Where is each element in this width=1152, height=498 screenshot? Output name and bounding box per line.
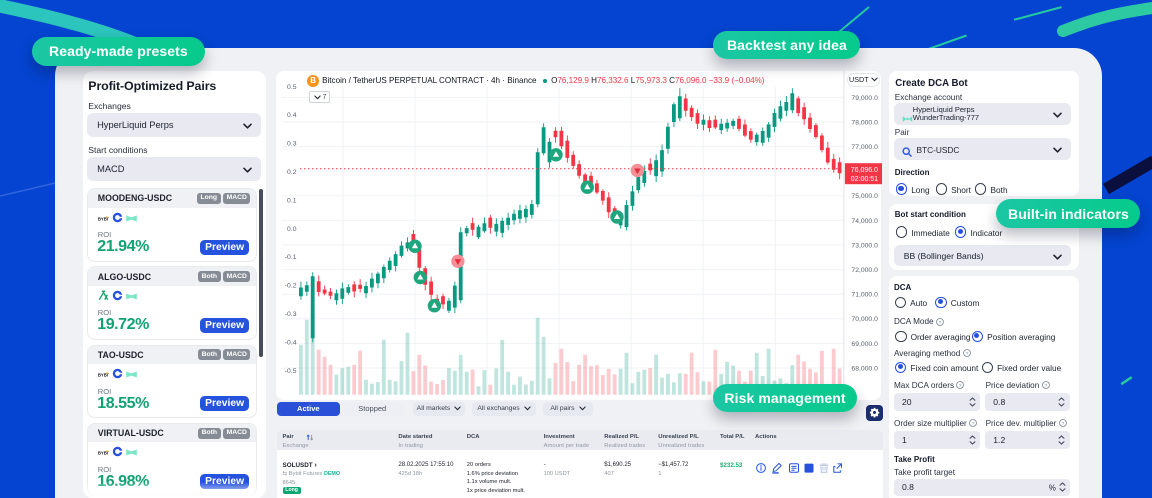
- svg-text:69,000.0: 69,000.0: [851, 341, 878, 348]
- svg-text:0.3: 0.3: [287, 140, 297, 147]
- svg-text:0.5: 0.5: [287, 84, 297, 91]
- svg-text:72,000.0: 72,000.0: [851, 267, 878, 274]
- svg-text:?: ?: [965, 351, 968, 357]
- svg-text:75,000.0: 75,000.0: [851, 193, 878, 200]
- svg-text:0.0: 0.0: [287, 226, 297, 233]
- svg-text:?: ?: [1044, 383, 1047, 389]
- svg-text:70,000.0: 70,000.0: [851, 316, 878, 323]
- svg-text:79,000.0: 79,000.0: [851, 95, 878, 102]
- svg-text:?: ?: [938, 319, 941, 325]
- svg-text:BYBIT: BYBIT: [98, 216, 109, 221]
- svg-text:0.2: 0.2: [287, 169, 297, 176]
- svg-text:78,000.0: 78,000.0: [851, 119, 878, 126]
- svg-text:?: ?: [959, 383, 962, 389]
- svg-text:02:00:51: 02:00:51: [850, 176, 877, 183]
- svg-text:BYBIT: BYBIT: [98, 373, 109, 378]
- svg-text:74,000.0: 74,000.0: [851, 218, 878, 225]
- svg-text:BYBIT: BYBIT: [98, 451, 109, 456]
- svg-text:68,000.0: 68,000.0: [851, 365, 878, 372]
- svg-text:0.1: 0.1: [287, 197, 297, 204]
- svg-text:-0.5: -0.5: [284, 368, 296, 375]
- svg-text:77,000.0: 77,000.0: [851, 144, 878, 151]
- svg-text:-0.1: -0.1: [284, 254, 296, 261]
- svg-text:73,000.0: 73,000.0: [851, 242, 878, 249]
- svg-text:0.4: 0.4: [287, 112, 297, 119]
- svg-text:71,000.0: 71,000.0: [851, 291, 878, 298]
- svg-text:?: ?: [972, 421, 975, 427]
- svg-text:?: ?: [1061, 421, 1064, 427]
- svg-text:76,096.0: 76,096.0: [850, 167, 877, 174]
- svg-text:-0.4: -0.4: [284, 339, 296, 346]
- svg-text:-0.2: -0.2: [284, 282, 296, 289]
- svg-text:-0.3: -0.3: [284, 311, 296, 318]
